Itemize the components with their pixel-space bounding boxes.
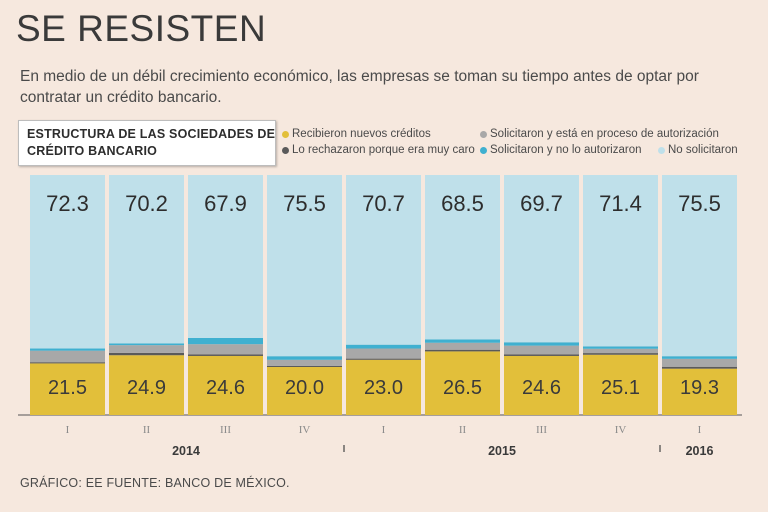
data-label-no-solicitaron: 71.4 [599, 191, 642, 216]
bar-segment-lo-rechazaron-porque-era-muy-caro [662, 366, 737, 369]
bar-segment-lo-rechazaron-porque-era-muy-caro [346, 358, 421, 360]
bar-segment-no-solicitaron [267, 175, 342, 357]
x-tick-label: II [459, 424, 467, 436]
bar-segment-no-solicitaron [188, 175, 263, 338]
x-tick-label: IV [299, 424, 311, 436]
legend-title: ESTRUCTURA DE LAS SOCIEDADES DE CRÉDITO … [27, 127, 276, 158]
bar-segment-no-solicitaron [425, 175, 500, 340]
year-label: 2014 [172, 444, 200, 458]
bar-segment-lo-rechazaron-porque-era-muy-caro [425, 349, 500, 352]
bar-segment-solicitaron-y-no-lo-autorizaron [109, 343, 184, 346]
legend-item-recibieron: Recibieron nuevos créditos [282, 128, 431, 140]
bar-segment-solicitaron-y-no-lo-autorizaron [267, 356, 342, 360]
legend-label: Lo rechazaron porque era muy caro [292, 144, 475, 156]
data-label-recibieron: 19.3 [680, 377, 719, 399]
data-label-no-solicitaron: 67.9 [204, 191, 247, 216]
bar-segment-lo-rechazaron-porque-era-muy-caro [109, 352, 184, 356]
bar-segment-solicitaron-y-no-lo-autorizaron [30, 348, 105, 351]
data-label-no-solicitaron: 70.7 [362, 191, 405, 216]
bar-segment-recibieron-nuevos-cr-ditos [425, 351, 500, 415]
legend: Recibieron nuevos créditos Solicitaron y… [282, 128, 762, 164]
legend-dot-icon [480, 146, 487, 154]
bar-segment-lo-rechazaron-porque-era-muy-caro [504, 354, 579, 356]
bar-segment-lo-rechazaron-porque-era-muy-caro [267, 365, 342, 367]
x-tick-label: III [220, 424, 231, 436]
bar-segment-recibieron-nuevos-cr-ditos [662, 368, 737, 415]
bar-segment-solicitaron-y-no-lo-autorizaron [346, 344, 421, 349]
legend-label: Solicitaron y no lo autorizaron [490, 144, 642, 156]
bar-segment-recibieron-nuevos-cr-ditos [504, 355, 579, 415]
bar-segment-no-solicitaron [504, 175, 579, 343]
data-label-no-solicitaron: 75.5 [678, 191, 721, 216]
legend-item-no-autorizaron: Solicitaron y no lo autorizaron [480, 144, 642, 156]
legend-label: No solicitaron [668, 144, 738, 156]
year-label: 2015 [488, 444, 516, 458]
bar-segment-solicitaron-y-est-en-proceso-de-autorizaci-n [30, 350, 105, 363]
legend-item-no-solicitaron: No solicitaron [658, 144, 738, 156]
bar-segment-solicitaron-y-est-en-proceso-de-autorizaci-n [662, 358, 737, 367]
legend-dot-icon [480, 130, 487, 138]
x-tick-label: III [536, 424, 547, 436]
bar-segment-no-solicitaron [109, 175, 184, 344]
legend-dot-icon [658, 146, 665, 154]
source-footer: GRÁFICO: EE FUENTE: BANCO DE MÉXICO. [20, 476, 290, 490]
bar-segment-solicitaron-y-est-en-proceso-de-autorizaci-n [109, 345, 184, 353]
legend-item-en-proceso: Solicitaron y está en proceso de autoriz… [480, 128, 719, 140]
chart-title: SE RESISTEN [16, 8, 267, 49]
bar-segment-recibieron-nuevos-cr-ditos [30, 363, 105, 415]
legend-dot-icon [282, 130, 289, 138]
bar-segment-recibieron-nuevos-cr-ditos [583, 354, 658, 415]
data-label-recibieron: 23.0 [364, 377, 403, 399]
data-label-no-solicitaron: 69.7 [520, 191, 563, 216]
legend-item-rechazaron: Lo rechazaron porque era muy caro [282, 144, 475, 156]
bar-segment-solicitaron-y-est-en-proceso-de-autorizaci-n [425, 342, 500, 350]
x-tick-label: II [143, 424, 151, 436]
x-tick-label: I [66, 424, 70, 436]
data-label-no-solicitaron: 68.5 [441, 191, 484, 216]
bar-segment-solicitaron-y-no-lo-autorizaron [188, 337, 263, 345]
bar-segment-solicitaron-y-no-lo-autorizaron [662, 356, 737, 359]
x-tick-label: IV [615, 424, 627, 436]
bar-segment-solicitaron-y-est-en-proceso-de-autorizaci-n [267, 359, 342, 366]
bar-segment-solicitaron-y-no-lo-autorizaron [583, 346, 658, 349]
bar-segment-recibieron-nuevos-cr-ditos [188, 355, 263, 415]
bar-segment-no-solicitaron [30, 175, 105, 349]
legend-label: Solicitaron y está en proceso de autoriz… [490, 128, 719, 140]
data-label-recibieron: 20.0 [285, 377, 324, 399]
bar-segment-solicitaron-y-est-en-proceso-de-autorizaci-n [504, 345, 579, 355]
legend-title-box: ESTRUCTURA DE LAS SOCIEDADES DE CRÉDITO … [18, 120, 276, 166]
bar-segment-solicitaron-y-est-en-proceso-de-autorizaci-n [346, 348, 421, 359]
bar-segment-no-solicitaron [583, 175, 658, 347]
bar-segment-solicitaron-y-est-en-proceso-de-autorizaci-n [188, 344, 263, 355]
data-label-recibieron: 26.5 [443, 377, 482, 399]
x-tick-label: I [382, 424, 386, 436]
legend-dot-icon [282, 146, 289, 154]
bar-segment-solicitaron-y-no-lo-autorizaron [425, 339, 500, 343]
bar-segment-lo-rechazaron-porque-era-muy-caro [583, 353, 658, 355]
legend-label: Recibieron nuevos créditos [292, 128, 431, 140]
bar-segment-lo-rechazaron-porque-era-muy-caro [30, 362, 105, 364]
bar-segment-recibieron-nuevos-cr-ditos [267, 367, 342, 415]
data-label-no-solicitaron: 72.3 [46, 191, 89, 216]
data-label-no-solicitaron: 70.2 [125, 191, 168, 216]
bar-segment-solicitaron-y-est-en-proceso-de-autorizaci-n [583, 348, 658, 354]
bar-segment-solicitaron-y-no-lo-autorizaron [504, 342, 579, 346]
data-label-recibieron: 24.6 [206, 377, 245, 399]
data-label-recibieron: 24.6 [522, 377, 561, 399]
bar-segment-lo-rechazaron-porque-era-muy-caro [188, 354, 263, 356]
data-label-recibieron: 21.5 [48, 377, 87, 399]
chart-subtitle: En medio de un débil crecimiento económi… [20, 68, 699, 106]
bar-segment-no-solicitaron [662, 175, 737, 357]
bar-segment-recibieron-nuevos-cr-ditos [109, 355, 184, 415]
data-label-recibieron: 24.9 [127, 377, 166, 399]
bar-segment-recibieron-nuevos-cr-ditos [346, 359, 421, 415]
year-label: 2016 [686, 444, 714, 458]
data-label-recibieron: 25.1 [601, 377, 640, 399]
bar-segment-no-solicitaron [346, 175, 421, 345]
x-tick-label: I [698, 424, 702, 436]
data-label-no-solicitaron: 75.5 [283, 191, 326, 216]
